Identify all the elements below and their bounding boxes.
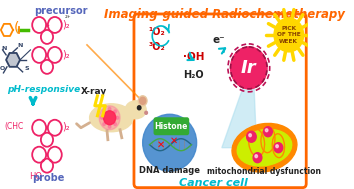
- Circle shape: [274, 18, 304, 52]
- Text: mitochondrial dysfunction: mitochondrial dysfunction: [207, 167, 321, 176]
- Text: )₂: )₂: [63, 20, 70, 30]
- Circle shape: [253, 153, 262, 163]
- Text: H₂O: H₂O: [183, 70, 203, 80]
- Circle shape: [108, 107, 111, 110]
- Circle shape: [114, 123, 116, 126]
- Circle shape: [264, 127, 272, 137]
- Text: O: O: [0, 66, 5, 71]
- Text: (CHC: (CHC: [4, 122, 24, 131]
- Text: S: S: [24, 66, 29, 71]
- Text: N: N: [2, 46, 7, 51]
- Circle shape: [137, 106, 141, 110]
- Text: ¹O₂: ¹O₂: [149, 27, 166, 37]
- Text: e⁻: e⁻: [212, 35, 225, 45]
- Ellipse shape: [139, 97, 146, 104]
- Text: N: N: [17, 43, 23, 48]
- Ellipse shape: [125, 101, 146, 119]
- Ellipse shape: [232, 123, 297, 172]
- Circle shape: [266, 129, 268, 132]
- Circle shape: [99, 106, 120, 130]
- Text: Cancer cell: Cancer cell: [179, 178, 247, 188]
- Text: DNA damage: DNA damage: [139, 166, 200, 175]
- Circle shape: [145, 111, 148, 114]
- Text: ²⁺: ²⁺: [64, 16, 71, 22]
- Text: Imaging-guided Radiochemotherapy: Imaging-guided Radiochemotherapy: [104, 8, 345, 21]
- Circle shape: [114, 110, 116, 113]
- Text: HO: HO: [30, 172, 42, 181]
- Ellipse shape: [138, 96, 147, 106]
- Polygon shape: [222, 86, 257, 148]
- Text: (: (: [14, 21, 19, 35]
- Ellipse shape: [90, 104, 133, 132]
- FancyBboxPatch shape: [154, 117, 189, 135]
- Circle shape: [247, 131, 256, 142]
- Polygon shape: [6, 53, 20, 67]
- Text: X-ray: X-ray: [81, 87, 107, 96]
- Text: Histone: Histone: [155, 122, 188, 131]
- Text: ✕: ✕: [170, 136, 178, 146]
- Text: Ir: Ir: [241, 59, 257, 77]
- Text: probe: probe: [32, 173, 64, 183]
- Text: PICK
OF THE
WEEK: PICK OF THE WEEK: [277, 26, 301, 44]
- Circle shape: [103, 111, 116, 125]
- Circle shape: [103, 123, 105, 126]
- Ellipse shape: [143, 114, 196, 171]
- Text: ·OH: ·OH: [183, 52, 204, 62]
- Text: )₂: )₂: [63, 122, 70, 132]
- Circle shape: [116, 116, 119, 119]
- Text: pH-responsive: pH-responsive: [7, 85, 80, 94]
- Text: ³O₂: ³O₂: [149, 42, 166, 52]
- Text: precursor: precursor: [34, 6, 88, 16]
- Ellipse shape: [237, 129, 292, 166]
- Circle shape: [276, 145, 278, 148]
- FancyBboxPatch shape: [134, 14, 306, 188]
- Circle shape: [103, 110, 105, 113]
- Circle shape: [101, 116, 103, 119]
- Text: )₂: )₂: [63, 50, 70, 60]
- Circle shape: [274, 143, 283, 153]
- Circle shape: [249, 134, 251, 137]
- Circle shape: [230, 47, 267, 89]
- Circle shape: [255, 155, 257, 158]
- Circle shape: [108, 125, 111, 128]
- Text: ✕: ✕: [157, 140, 165, 150]
